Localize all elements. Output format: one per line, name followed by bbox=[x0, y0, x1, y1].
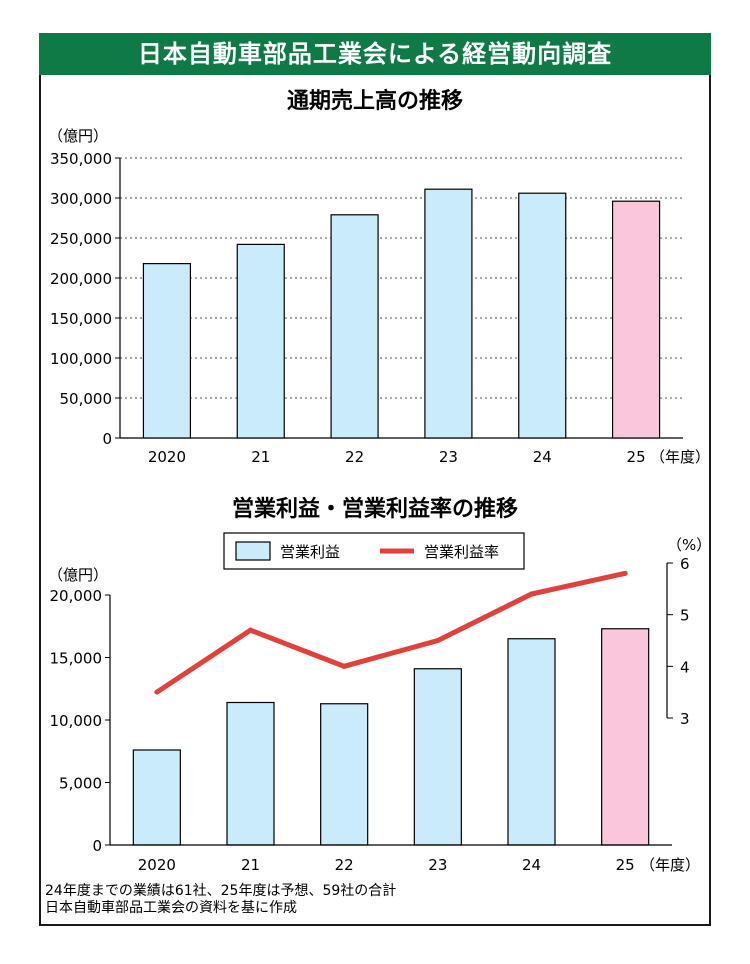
chart2-y2tick-label: 6 bbox=[680, 555, 690, 573]
chart1-bar bbox=[518, 192, 567, 439]
chart2-line-point bbox=[248, 627, 253, 633]
chart2-line-point bbox=[622, 570, 628, 576]
chart1-ytick-label: 0 bbox=[102, 430, 112, 448]
page-title: 日本自動車部品工業会による経営動向調査 bbox=[39, 33, 711, 75]
chart2-xtick-label: 21 bbox=[241, 856, 260, 874]
chart1-ytick-label: 100,000 bbox=[50, 350, 112, 368]
chart2-xlabel: （年度） bbox=[640, 856, 700, 874]
chart2-title: 営業利益・営業利益率の推移 bbox=[232, 496, 518, 522]
chart2-ytick-label: 10,000 bbox=[50, 712, 103, 730]
legend-box bbox=[223, 532, 525, 570]
chart2-ylabel: （億円） bbox=[48, 566, 108, 584]
chart2-line-point bbox=[529, 591, 534, 597]
chart1-title: 通期売上高の推移 bbox=[287, 88, 463, 114]
legend-line-label: 営業利益率 bbox=[424, 543, 499, 561]
chart2-bar bbox=[413, 668, 462, 846]
chart1-xtick-label: 25 bbox=[627, 448, 646, 466]
legend-bar-swatch bbox=[235, 541, 271, 561]
chart2-bar bbox=[507, 638, 556, 846]
chart1-ytick-label: 200,000 bbox=[50, 270, 112, 288]
chart2-bar bbox=[226, 701, 275, 846]
chart1-xlabel: （年度） bbox=[650, 448, 710, 466]
chart1-xtick-label: 23 bbox=[439, 448, 458, 466]
chart1-bar bbox=[236, 243, 285, 439]
chart1-ytick-label: 300,000 bbox=[50, 190, 112, 208]
chart2-line-point bbox=[154, 689, 160, 695]
chart2-legend: 営業利益 営業利益率 bbox=[223, 532, 525, 570]
footnote-2: 日本自動車部品工業会の資料を基に作成 bbox=[45, 900, 297, 916]
chart2-ytick-label: 5,000 bbox=[59, 775, 102, 793]
chart1-ytick-label: 150,000 bbox=[50, 310, 112, 328]
legend-bar-label: 営業利益 bbox=[280, 543, 340, 561]
chart1-bar bbox=[611, 200, 661, 439]
chart2-bar bbox=[132, 749, 181, 846]
chart2-y2label: （%） bbox=[667, 536, 711, 554]
chart1-ytick-label: 50,000 bbox=[60, 390, 113, 408]
chart2-bar bbox=[320, 703, 369, 846]
chart2-xtick-label: 24 bbox=[522, 856, 541, 874]
chart1-ytick-label: 250,000 bbox=[50, 230, 112, 248]
chart2-line-point bbox=[435, 638, 441, 643]
chart2-y2tick-label: 5 bbox=[680, 607, 690, 625]
chart2-xtick-label: 2020 bbox=[138, 856, 176, 874]
chart2-line-point bbox=[341, 663, 347, 669]
chart1-xtick-label: 22 bbox=[345, 448, 364, 466]
chart1-xtick-label: 21 bbox=[251, 448, 270, 466]
footnote-1: 24年度までの業績は61社、25年度は予想、59社の合計 bbox=[45, 883, 397, 899]
chart2-ytick-label: 15,000 bbox=[50, 650, 103, 668]
chart2-xtick-label: 22 bbox=[335, 856, 354, 874]
chart1-xtick-label: 24 bbox=[533, 448, 552, 466]
chart2-y2tick-label: 3 bbox=[680, 710, 690, 728]
chart2-y2tick-label: 4 bbox=[680, 658, 690, 676]
chart1-bar bbox=[424, 188, 473, 439]
chart2-ytick-label: 20,000 bbox=[50, 587, 103, 605]
chart2-bar bbox=[601, 628, 650, 846]
chart1-ytick-label: 350,000 bbox=[50, 150, 112, 168]
chart1-xtick-label: 2020 bbox=[148, 448, 186, 466]
chart2-ytick-label: 0 bbox=[92, 837, 102, 855]
chart1-bar bbox=[330, 214, 379, 439]
chart2-xtick-label: 25 bbox=[616, 856, 635, 874]
chart2-margin-line bbox=[155, 570, 626, 695]
chart1-bar bbox=[142, 263, 192, 439]
chart2-xtick-label: 23 bbox=[428, 856, 447, 874]
chart1-ylabel: （億円） bbox=[48, 127, 108, 145]
